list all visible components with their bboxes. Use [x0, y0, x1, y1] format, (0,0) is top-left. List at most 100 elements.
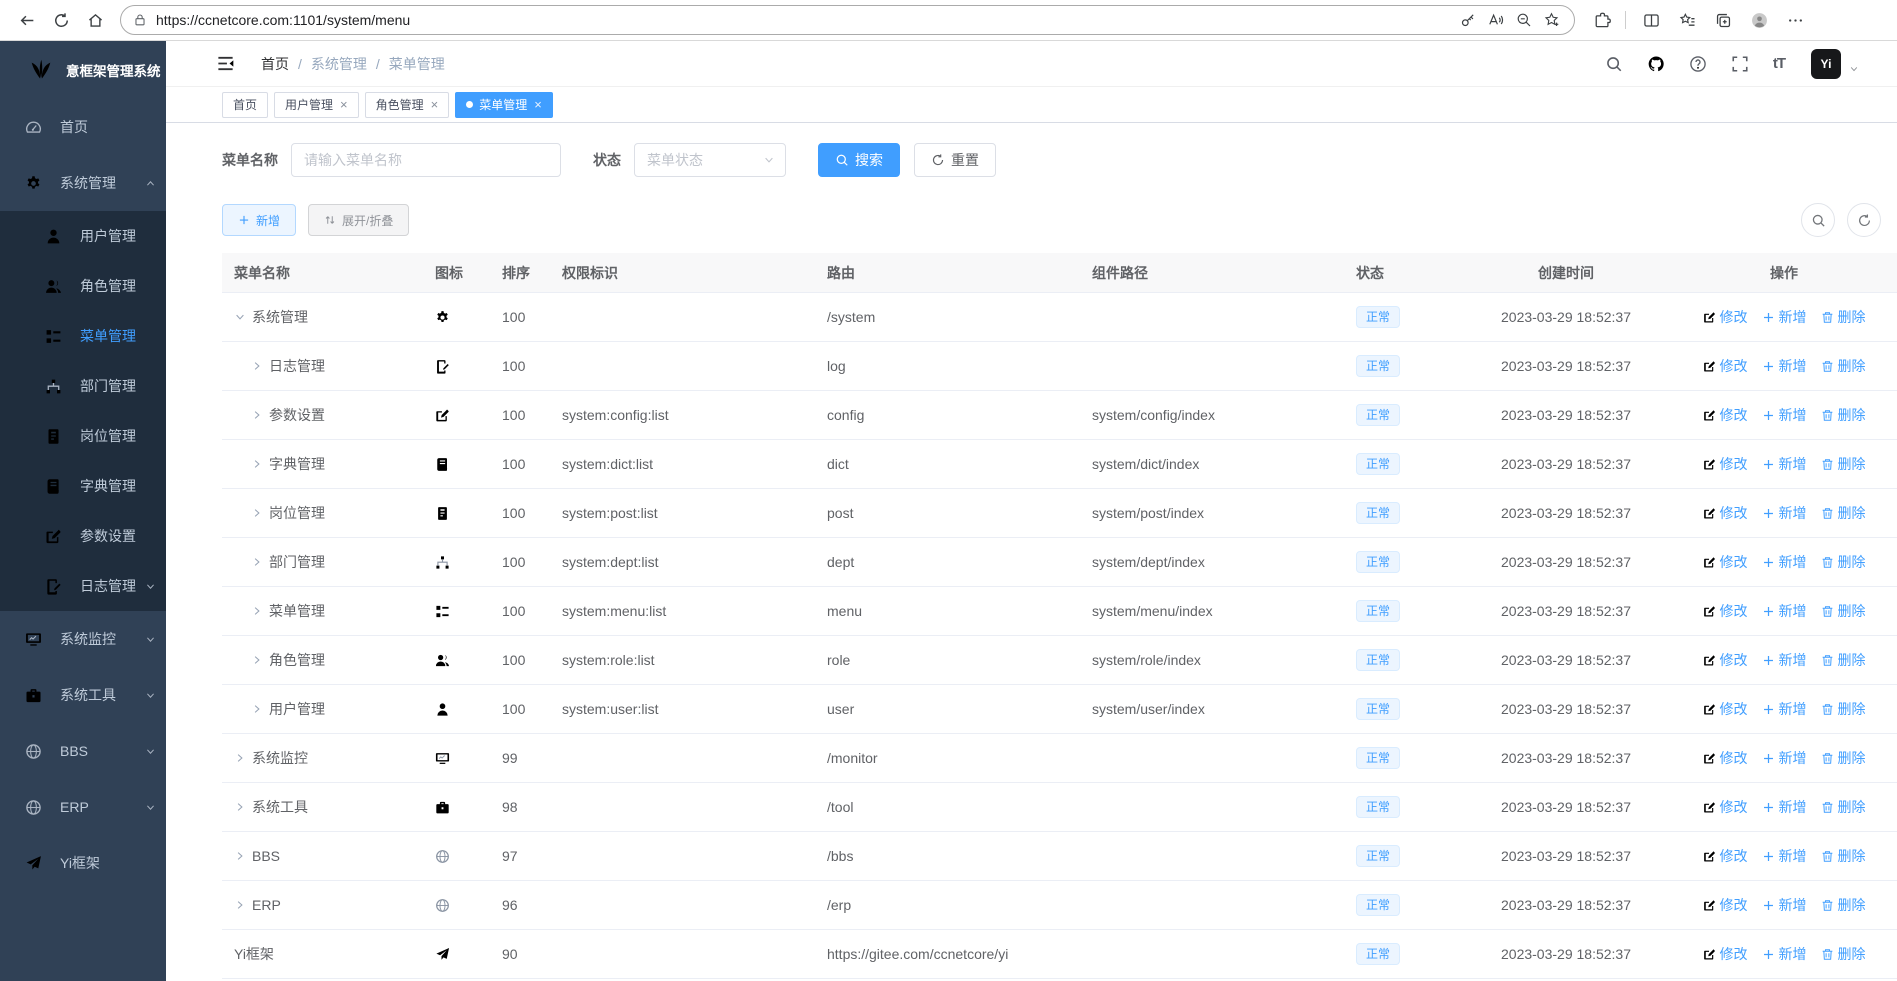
expand-closed-icon[interactable] — [234, 801, 246, 813]
edit-action-link[interactable]: 修改 — [1703, 699, 1748, 719]
search-icon[interactable] — [1605, 55, 1623, 73]
edit-action-link[interactable]: 修改 — [1703, 405, 1748, 425]
add-action-link[interactable]: 新增 — [1762, 699, 1807, 719]
collections-icon[interactable] — [1706, 4, 1740, 36]
refresh-table-button[interactable] — [1847, 203, 1881, 237]
edit-action-link[interactable]: 修改 — [1703, 797, 1748, 817]
more-menu-icon[interactable] — [1778, 4, 1812, 36]
expand-closed-icon[interactable] — [251, 556, 263, 568]
sidebar-item-config[interactable]: 参数设置 — [0, 511, 166, 561]
edit-action-link[interactable]: 修改 — [1703, 748, 1748, 768]
expand-closed-icon[interactable] — [251, 605, 263, 617]
edit-action-link[interactable]: 修改 — [1703, 503, 1748, 523]
sidebar-item-system[interactable]: 系统管理 — [0, 155, 166, 211]
bing-chat-icon[interactable] — [1814, 4, 1848, 36]
font-size-icon[interactable]: tT — [1772, 55, 1786, 72]
sidebar-item-menu[interactable]: 菜单管理 — [0, 311, 166, 361]
expand-closed-icon[interactable] — [251, 654, 263, 666]
refresh-icon[interactable] — [44, 4, 78, 36]
expand-closed-icon[interactable] — [251, 360, 263, 372]
breadcrumb-item[interactable]: 首页 — [261, 55, 289, 72]
profile-avatar[interactable] — [1742, 4, 1776, 36]
help-icon[interactable] — [1689, 55, 1707, 73]
edit-action-link[interactable]: 修改 — [1703, 846, 1748, 866]
sidebar-item-log[interactable]: 日志管理 — [0, 561, 166, 611]
expand-closed-icon[interactable] — [251, 409, 263, 421]
add-action-link[interactable]: 新增 — [1762, 356, 1807, 376]
add-action-link[interactable]: 新增 — [1762, 601, 1807, 621]
split-screen-icon[interactable] — [1634, 4, 1668, 36]
sidebar-item-dict[interactable]: 字典管理 — [0, 461, 166, 511]
expand-closed-icon[interactable] — [234, 752, 246, 764]
delete-action-link[interactable]: 删除 — [1821, 797, 1866, 817]
sidebar-item-bbs[interactable]: BBS — [0, 723, 166, 779]
add-action-link[interactable]: 新增 — [1762, 503, 1807, 523]
github-icon[interactable] — [1647, 55, 1665, 73]
tab-close-icon[interactable]: × — [340, 97, 348, 112]
sidebar-item-monitor[interactable]: 系统监控 — [0, 611, 166, 667]
add-action-link[interactable]: 新增 — [1762, 650, 1807, 670]
address-bar[interactable]: https://ccnetcore.com:1101/system/menu — [120, 5, 1575, 35]
extensions-icon[interactable] — [1585, 4, 1619, 36]
add-action-link[interactable]: 新增 — [1762, 797, 1807, 817]
key-icon[interactable] — [1454, 7, 1482, 33]
delete-action-link[interactable]: 删除 — [1821, 699, 1866, 719]
add-action-link[interactable]: 新增 — [1762, 405, 1807, 425]
add-action-link[interactable]: 新增 — [1762, 846, 1807, 866]
expand-open-icon[interactable] — [234, 311, 246, 323]
edit-action-link[interactable]: 修改 — [1703, 650, 1748, 670]
tab-首页[interactable]: 首页 — [222, 91, 269, 118]
read-aloud-icon[interactable] — [1482, 7, 1510, 33]
delete-action-link[interactable]: 删除 — [1821, 552, 1866, 572]
tab-菜单管理[interactable]: 菜单管理 × — [455, 91, 553, 118]
fullscreen-icon[interactable] — [1731, 55, 1749, 73]
edit-action-link[interactable]: 修改 — [1703, 552, 1748, 572]
add-action-link[interactable]: 新增 — [1762, 895, 1807, 915]
delete-action-link[interactable]: 删除 — [1821, 356, 1866, 376]
edit-action-link[interactable]: 修改 — [1703, 944, 1748, 964]
sidebar-item-post[interactable]: 岗位管理 — [0, 411, 166, 461]
edit-action-link[interactable]: 修改 — [1703, 895, 1748, 915]
app-logo[interactable]: 意框架管理系统 — [0, 41, 166, 99]
user-avatar[interactable]: Yi — [1811, 48, 1841, 79]
sidebar-item-erp[interactable]: ERP — [0, 779, 166, 835]
delete-action-link[interactable]: 删除 — [1821, 748, 1866, 768]
back-icon[interactable] — [10, 4, 44, 36]
add-action-link[interactable]: 新增 — [1762, 748, 1807, 768]
delete-action-link[interactable]: 删除 — [1821, 454, 1866, 474]
tab-close-icon[interactable]: × — [534, 97, 542, 112]
edit-action-link[interactable]: 修改 — [1703, 601, 1748, 621]
reset-button[interactable]: 重置 — [914, 143, 996, 177]
sidebar-item-dept[interactable]: 部门管理 — [0, 361, 166, 411]
sidebar-item-user[interactable]: 用户管理 — [0, 211, 166, 261]
edit-action-link[interactable]: 修改 — [1703, 454, 1748, 474]
delete-action-link[interactable]: 删除 — [1821, 307, 1866, 327]
delete-action-link[interactable]: 删除 — [1821, 650, 1866, 670]
expand-closed-icon[interactable] — [251, 458, 263, 470]
tab-角色管理[interactable]: 角色管理 × — [364, 91, 450, 118]
add-button[interactable]: 新增 — [222, 204, 297, 236]
tab-close-icon[interactable]: × — [430, 97, 439, 112]
expand-closed-icon[interactable] — [234, 899, 246, 911]
sidebar-item-tool[interactable]: 系统工具 — [0, 667, 166, 723]
add-action-link[interactable]: 新增 — [1762, 307, 1807, 327]
delete-action-link[interactable]: 删除 — [1821, 944, 1866, 964]
sidebar-collapse-icon[interactable] — [216, 54, 235, 73]
add-action-link[interactable]: 新增 — [1762, 552, 1807, 572]
add-action-link[interactable]: 新增 — [1762, 454, 1807, 474]
favorites-icon[interactable] — [1670, 4, 1704, 36]
delete-action-link[interactable]: 删除 — [1821, 846, 1866, 866]
sidebar-item-home[interactable]: 首页 — [0, 99, 166, 155]
edit-action-link[interactable]: 修改 — [1703, 307, 1748, 327]
expand-closed-icon[interactable] — [251, 507, 263, 519]
add-favorite-star-icon[interactable] — [1538, 7, 1566, 33]
status-select[interactable]: 菜单状态 — [634, 143, 786, 177]
delete-action-link[interactable]: 删除 — [1821, 601, 1866, 621]
search-button[interactable]: 搜索 — [818, 143, 900, 177]
expand-closed-icon[interactable] — [234, 850, 246, 862]
sidebar-item-yi[interactable]: Yi框架 — [0, 835, 166, 891]
zoom-out-icon[interactable] — [1510, 7, 1538, 33]
delete-action-link[interactable]: 删除 — [1821, 895, 1866, 915]
home-icon[interactable] — [78, 4, 112, 36]
show-search-button[interactable] — [1801, 203, 1835, 237]
